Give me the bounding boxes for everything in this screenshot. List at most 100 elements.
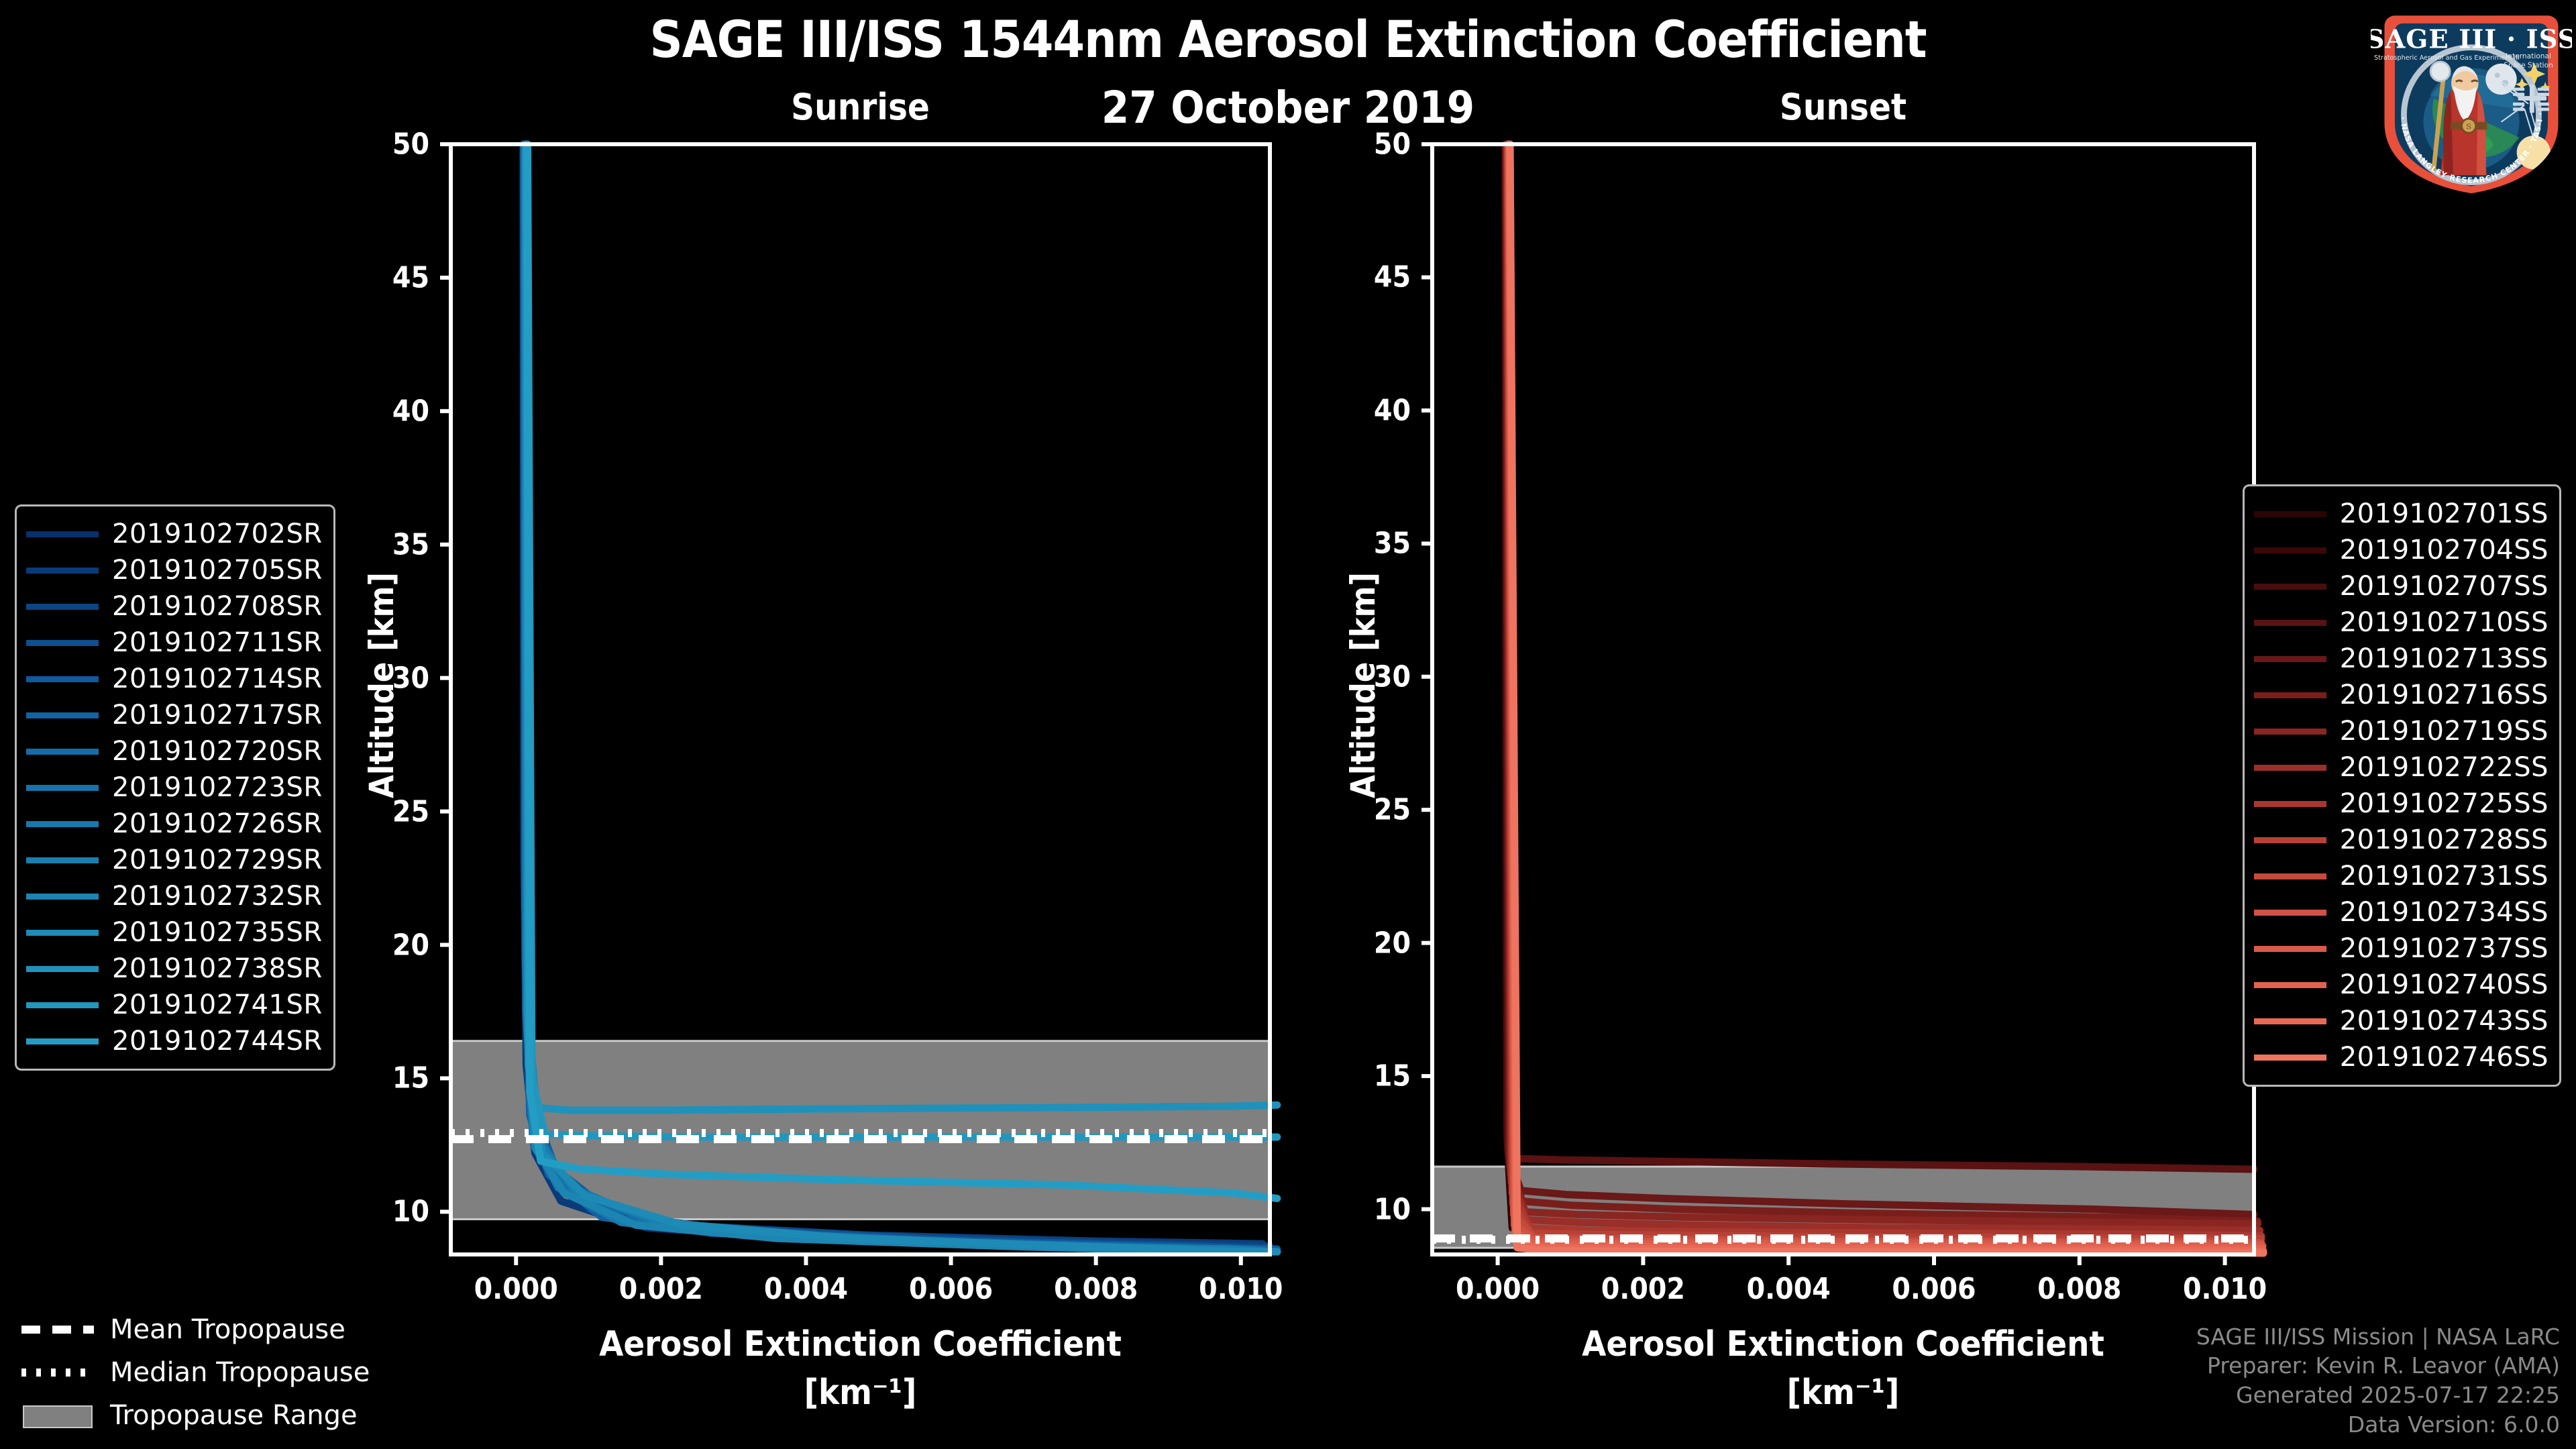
- legend-item-sunset[interactable]: 2019102737SS: [2253, 930, 2548, 967]
- legend-item-sunrise[interactable]: 2019102720SR: [26, 733, 323, 769]
- legend-item-sunset[interactable]: 2019102716SS: [2253, 677, 2548, 713]
- x-tick-label: 0.008: [1054, 1272, 1138, 1306]
- legend-item-sunset[interactable]: 2019102725SS: [2253, 786, 2548, 822]
- legend-item-sunset[interactable]: 2019102704SS: [2253, 532, 2548, 568]
- x-tick-label: 0.002: [619, 1272, 703, 1306]
- legend-color-swatch: [26, 1002, 99, 1008]
- legend-item-sunset[interactable]: 2019102710SS: [2253, 604, 2548, 641]
- legend-item-sunrise[interactable]: 2019102717SR: [26, 697, 323, 733]
- legend-item-sunrise[interactable]: 2019102702SR: [26, 516, 323, 552]
- legend-item-sunset[interactable]: 2019102701SS: [2253, 496, 2548, 532]
- legend-item-sunrise[interactable]: 2019102711SR: [26, 625, 323, 661]
- legend-color-swatch: [26, 929, 99, 936]
- y-tick-label: 30: [1373, 659, 1411, 694]
- legend-item-sunset[interactable]: 2019102746SS: [2253, 1039, 2548, 1075]
- legend-color-swatch: [2253, 583, 2326, 590]
- legend-color-swatch: [2253, 800, 2326, 807]
- y-tick-label: 50: [392, 127, 429, 162]
- legend-color-swatch: [26, 531, 99, 537]
- panel-title-sunrise: Sunrise: [791, 86, 930, 128]
- y-tick-label: 45: [392, 260, 429, 295]
- legend-item-label: 2019102713SS: [2339, 643, 2548, 674]
- legend-item-label: 2019102732SR: [112, 881, 323, 912]
- x-tick-label: 0.006: [908, 1272, 994, 1306]
- legend-item-sunrise[interactable]: 2019102705SR: [26, 552, 323, 588]
- sunset-plot: [1421, 140, 2267, 1265]
- tropopause-legend-item: Tropopause Range: [20, 1394, 370, 1437]
- sunset-legend[interactable]: 2019102701SS 2019102704SS 2019102707SS 2019…: [2242, 484, 2561, 1087]
- legend-item-label: 2019102740SS: [2339, 969, 2548, 1000]
- legend-item-label: 2019102717SR: [112, 700, 323, 731]
- x-tick-label: 0.004: [1746, 1272, 1831, 1306]
- y-tick-label: 10: [392, 1194, 429, 1229]
- legend-color-swatch: [2253, 547, 2326, 553]
- legend-color-swatch: [2253, 945, 2326, 952]
- x-tick-label: 0.010: [1199, 1272, 1283, 1306]
- legend-item-label: 2019102704SS: [2339, 535, 2548, 566]
- footer-mission: SAGE III/ISS Mission | NASA LaRC: [2196, 1323, 2560, 1350]
- legend-item-label: 2019102705SR: [112, 555, 323, 586]
- legend-color-swatch: [2253, 981, 2326, 988]
- sage-iii-iss-mission-patch-logo: S BALL · NASA LANGLEY RESEARCH CENTER · …: [2371, 1, 2572, 196]
- data-line: [523, 140, 1281, 1202]
- x-axis-label-left-line2: [km⁻¹]: [804, 1373, 917, 1413]
- tropopause-legend-item: Mean Tropopause: [20, 1308, 370, 1351]
- legend-item-label: 2019102708SR: [112, 591, 323, 622]
- legend-item-label: 2019102738SR: [112, 953, 323, 984]
- tropopause-legend-label: Median Tropopause: [110, 1357, 370, 1388]
- legend-item-sunrise[interactable]: 2019102729SR: [26, 842, 323, 878]
- y-tick-label: 20: [392, 928, 429, 962]
- legend-color-swatch: [2253, 1018, 2326, 1024]
- x-tick-label: 0.010: [2183, 1272, 2267, 1306]
- legend-color-swatch: [2253, 764, 2326, 771]
- legend-item-sunrise[interactable]: 2019102738SR: [26, 951, 323, 987]
- legend-item-label: 2019102723SR: [112, 772, 323, 803]
- legend-item-sunset[interactable]: 2019102731SS: [2253, 858, 2548, 894]
- legend-item-label: 2019102720SR: [112, 736, 323, 767]
- y-tick-label: 40: [1373, 393, 1411, 428]
- panel-title-sunset: Sunset: [1779, 86, 1907, 128]
- legend-color-swatch: [2253, 873, 2326, 879]
- sunrise-legend[interactable]: 2019102702SR 2019102705SR 2019102708SR 2019…: [15, 504, 335, 1071]
- x-axis-label-left-line1: Aerosol Extinction Coefficient: [599, 1324, 1122, 1364]
- legend-color-swatch: [26, 857, 99, 863]
- legend-item-sunrise[interactable]: 2019102744SR: [26, 1023, 323, 1059]
- legend-item-sunrise[interactable]: 2019102726SR: [26, 806, 323, 842]
- tropopause-legend-label: Tropopause Range: [110, 1400, 358, 1431]
- y-tick-label: 10: [1373, 1192, 1411, 1227]
- legend-item-label: 2019102725SS: [2339, 788, 2548, 819]
- legend-item-label: 2019102714SR: [112, 663, 323, 694]
- legend-item-label: 2019102711SR: [112, 627, 323, 658]
- legend-item-label: 2019102743SS: [2339, 1006, 2548, 1036]
- x-axis-label-right-line2: [km⁻¹]: [1786, 1373, 1900, 1413]
- legend-item-sunrise[interactable]: 2019102708SR: [26, 588, 323, 625]
- legend-item-sunset[interactable]: 2019102707SS: [2253, 568, 2548, 604]
- legend-item-sunrise[interactable]: 2019102741SR: [26, 987, 323, 1023]
- legend-item-sunrise[interactable]: 2019102735SR: [26, 914, 323, 951]
- legend-item-label: 2019102731SS: [2339, 861, 2548, 892]
- y-tick-label: 50: [1373, 127, 1411, 162]
- legend-item-sunset[interactable]: 2019102743SS: [2253, 1003, 2548, 1039]
- svg-text:SAGE III · ISS: SAGE III · ISS: [2371, 25, 2572, 55]
- x-axis-label-right-line1: Aerosol Extinction Coefficient: [1582, 1324, 2104, 1364]
- legend-item-sunrise[interactable]: 2019102714SR: [26, 661, 323, 697]
- legend-item-sunset[interactable]: 2019102713SS: [2253, 641, 2548, 677]
- legend-item-label: 2019102701SS: [2339, 498, 2548, 529]
- legend-item-label: 2019102726SR: [112, 808, 323, 839]
- legend-item-sunset[interactable]: 2019102728SS: [2253, 822, 2548, 858]
- footer-preparer: Preparer: Kevin R. Leavor (AMA): [2207, 1352, 2560, 1379]
- legend-color-swatch: [26, 712, 99, 718]
- tropopause-range-swatch: [20, 1404, 95, 1428]
- footer-data-version: Data Version: 6.0.0: [2347, 1411, 2560, 1438]
- legend-item-sunset[interactable]: 2019102734SS: [2253, 894, 2548, 930]
- legend-item-sunset[interactable]: 2019102722SS: [2253, 749, 2548, 786]
- legend-item-label: 2019102744SR: [112, 1026, 323, 1057]
- legend-color-swatch: [26, 748, 99, 755]
- legend-color-swatch: [26, 784, 99, 791]
- legend-item-sunset[interactable]: 2019102740SS: [2253, 967, 2548, 1003]
- legend-item-sunrise[interactable]: 2019102723SR: [26, 769, 323, 806]
- y-tick-label: 40: [392, 394, 429, 429]
- legend-item-sunset[interactable]: 2019102719SS: [2253, 713, 2548, 749]
- legend-item-sunrise[interactable]: 2019102732SR: [26, 878, 323, 914]
- legend-color-swatch: [2253, 619, 2326, 626]
